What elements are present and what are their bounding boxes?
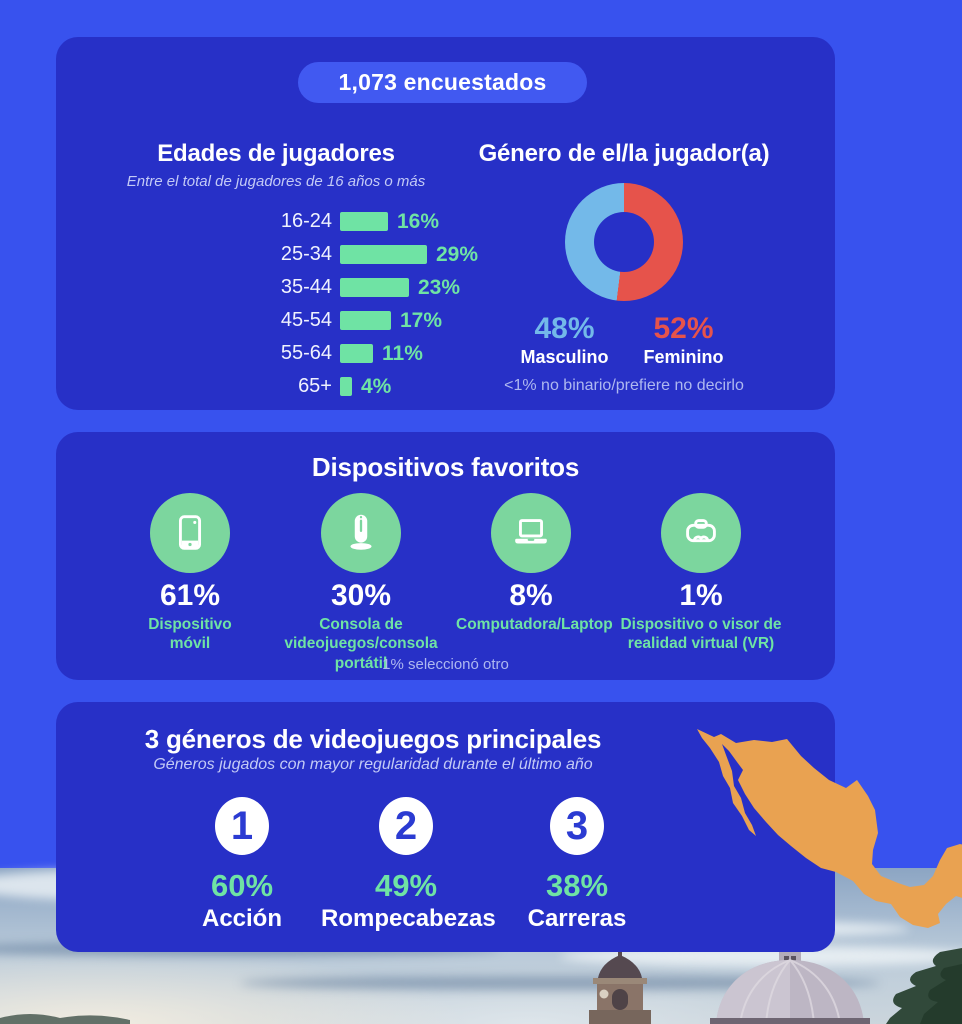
gender-footnote: <1% no binario/prefiere no decirlo xyxy=(504,377,744,394)
age-percent: 23% xyxy=(418,275,461,299)
gender-title: Género de el/la jugador(a) xyxy=(478,140,770,167)
device-label: Consola de videojuegos/consola portátil xyxy=(284,616,438,672)
rank-number-badge: 2 xyxy=(379,797,433,855)
rank-number-badge: 3 xyxy=(550,797,604,855)
mexico-map-icon xyxy=(697,729,962,928)
female-label: Feminino xyxy=(643,347,724,367)
age-percent: 4% xyxy=(361,374,392,398)
age-bar-row: 45-54 17% xyxy=(56,304,496,337)
age-bar-row: 65+ 4% xyxy=(56,370,496,403)
age-bar xyxy=(340,311,391,330)
age-bar xyxy=(340,212,388,231)
smartphone-icon xyxy=(150,493,230,573)
age-bar-row: 55-64 11% xyxy=(56,337,496,370)
gender-donut xyxy=(565,183,683,301)
age-bar-row: 16-24 16% xyxy=(56,205,496,238)
male-label: Masculino xyxy=(520,347,609,367)
devices-footnote: 1% seleccionó otro xyxy=(382,656,509,673)
genre-percent: 49% xyxy=(374,868,438,903)
age-bar xyxy=(340,278,409,297)
device-label: Computadora/Laptop xyxy=(456,616,613,633)
device-mobile: 61% Dispositivo móvil xyxy=(135,493,245,654)
genre-rank-1: 1 60% Acción xyxy=(157,797,327,933)
gender-stats: 48% Masculino 52% Feminino xyxy=(436,314,812,368)
device-console: 30% Consola de videojuegos/consola portá… xyxy=(256,493,466,673)
gender-stat-female: 52% Feminino xyxy=(634,314,734,368)
genre-label: Acción xyxy=(201,905,282,932)
device-percent: 61% xyxy=(159,579,221,612)
bell-tower xyxy=(589,946,651,1024)
cathedral-dome xyxy=(710,952,870,1024)
ages-subtitle: Entre el total de jugadores de 16 años o… xyxy=(126,173,426,190)
age-percent: 29% xyxy=(436,242,479,266)
male-percent: 48% xyxy=(534,312,595,345)
device-vr: 1% Dispositivo o visor de realidad virtu… xyxy=(596,493,806,654)
genre-percent: 60% xyxy=(210,868,274,903)
ages-rows: 16-24 16% 25-34 29% 35-44 23% 45-54 xyxy=(56,205,496,403)
age-bar xyxy=(340,344,373,363)
ages-title: Edades de jugadores xyxy=(157,140,395,167)
cloud xyxy=(240,976,880,990)
age-range-label: 45-54 xyxy=(280,309,332,331)
device-percent: 8% xyxy=(509,579,553,612)
genre-rank-3: 3 38% Carreras xyxy=(492,797,662,933)
age-percent: 17% xyxy=(400,308,443,332)
genre-label: Rompecabezas xyxy=(321,905,496,932)
genres-subtitle: Géneros jugados con mayor regularidad du… xyxy=(153,756,593,773)
gender-stat-male: 48% Masculino xyxy=(515,314,615,368)
device-percent: 30% xyxy=(330,579,392,612)
device-label: Dispositivo o visor de realidad virtual … xyxy=(620,616,782,653)
age-bar-row: 35-44 23% xyxy=(56,271,496,304)
laptop-icon xyxy=(491,493,571,573)
age-percent: 16% xyxy=(397,209,440,233)
gender-donut-chart: Género de el/la jugador(a) 48% Masculino… xyxy=(436,140,812,395)
device-label: Dispositivo móvil xyxy=(148,616,232,653)
device-percent: 1% xyxy=(679,579,723,612)
vr-headset-icon xyxy=(661,493,741,573)
game-console-icon xyxy=(321,493,401,573)
age-range-label: 16-24 xyxy=(280,210,332,232)
female-percent: 52% xyxy=(653,312,714,345)
card-favorite-devices: Dispositivos favoritos 61% Dispositivo m… xyxy=(56,432,835,680)
age-range-label: 25-34 xyxy=(280,243,332,265)
age-bar-row: 25-34 29% xyxy=(56,238,496,271)
age-range-label: 35-44 xyxy=(280,276,332,298)
respondents-count: 1,073 encuestados xyxy=(338,69,547,95)
age-range-label: 65+ xyxy=(298,375,332,397)
age-bar xyxy=(340,377,352,396)
cathedral-skyline-illustration xyxy=(0,946,962,1024)
card-players-demographics: 1,073 encuestados Edades de jugadores En… xyxy=(56,37,835,410)
ages-bar-chart: Edades de jugadores Entre el total de ju… xyxy=(56,140,496,403)
age-range-label: 55-64 xyxy=(280,342,332,364)
devices-title: Dispositivos favoritos xyxy=(311,452,580,482)
respondents-badge: 1,073 encuestados xyxy=(298,62,587,103)
genre-label: Carreras xyxy=(527,905,627,932)
age-bar xyxy=(340,245,427,264)
genre-rank-2: 2 49% Rompecabezas xyxy=(321,797,496,933)
card-top-genres: 3 géneros de videojuegos principales Gén… xyxy=(56,702,835,952)
device-computer: 8% Computadora/Laptop xyxy=(456,493,613,634)
genre-percent: 38% xyxy=(545,868,609,903)
genres-title: 3 géneros de videojuegos principales xyxy=(144,724,602,754)
rank-number-badge: 1 xyxy=(215,797,269,855)
age-percent: 11% xyxy=(382,341,423,365)
